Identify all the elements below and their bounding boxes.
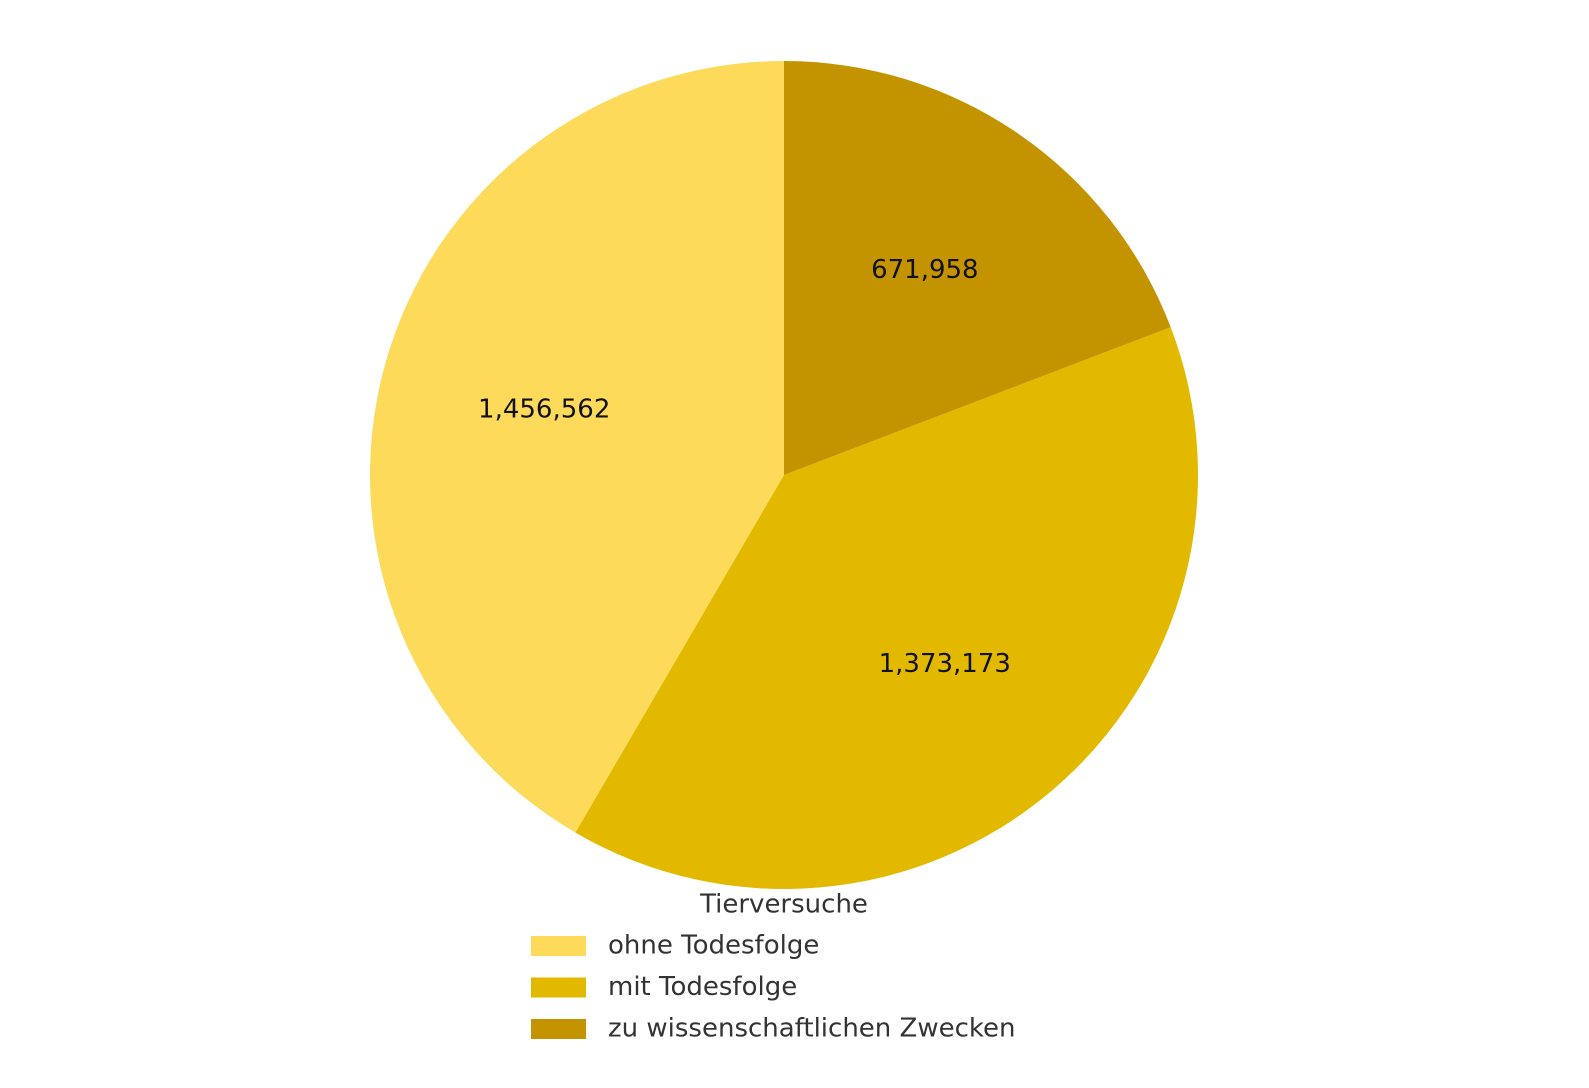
legend-label: zu wissenschaftlichen Zwecken [608,1014,1016,1044]
legend-label: ohne Todesfolge [608,931,819,961]
pie-slice [575,327,1198,890]
pie-slice [370,61,784,833]
pie-slice [784,61,1171,475]
value-label: 1,373,173 [879,649,1011,679]
legend-label: mit Todesfolge [608,972,797,1002]
legend-swatch [531,977,586,998]
value-label: 671,958 [871,255,979,285]
legend-swatch [531,1019,586,1039]
value-label: 1,456,562 [478,395,610,425]
legend-swatch [531,936,586,956]
legend-title: Tierversuche [699,890,868,920]
